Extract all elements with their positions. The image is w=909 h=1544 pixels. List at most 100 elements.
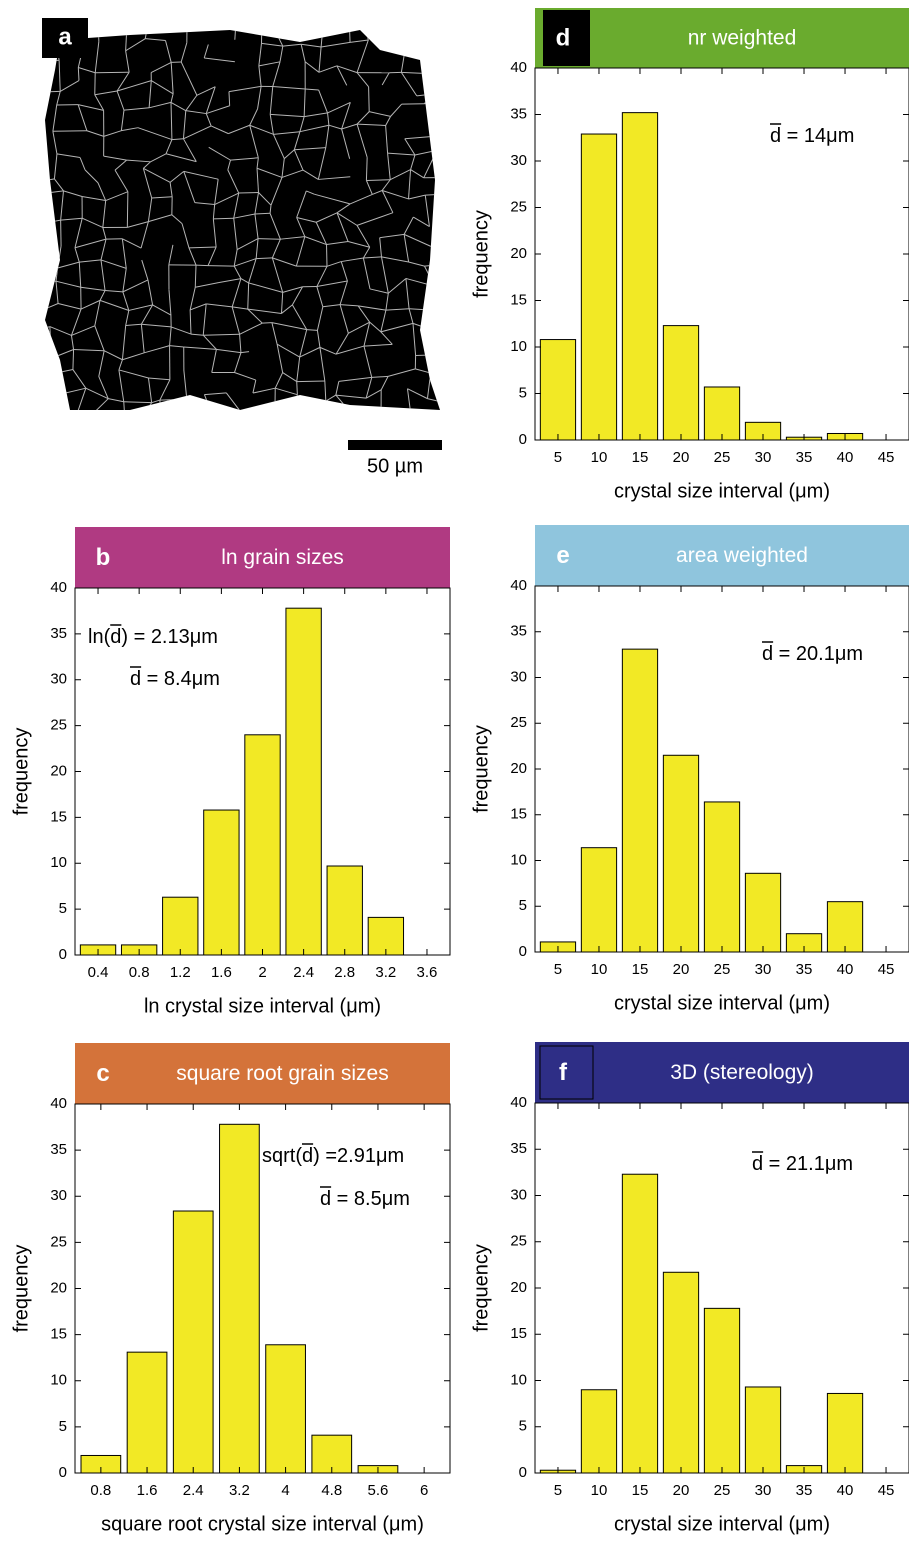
grain-edge (457, 315, 459, 333)
x-tick-label: 35 (796, 961, 813, 978)
x-tick-label: 45 (878, 1482, 895, 1499)
grain-edge (262, 323, 272, 324)
grain-edge (297, 382, 298, 395)
y-tick-label: 20 (510, 760, 527, 777)
grain-edge (315, 401, 325, 418)
scale-bar-label: 50 µm (367, 455, 423, 477)
grain-edge (30, 117, 39, 135)
grain-edge (428, 328, 458, 332)
grain-edge (453, 191, 468, 194)
grain-edge (29, 262, 34, 281)
y-tick-label: 20 (50, 762, 67, 779)
grain-edge (160, 412, 165, 445)
grain-edge (424, 94, 433, 104)
annotation-post: = 8.4μm (141, 668, 220, 690)
grain-edge (297, 381, 325, 382)
grain-edge (406, 42, 435, 50)
y-tick-label: 40 (50, 579, 67, 596)
grain-edge (148, 18, 172, 24)
bar (581, 1390, 616, 1473)
panel-label: a (58, 23, 72, 50)
panel-label: e (556, 542, 569, 569)
grain-edge (412, 421, 438, 422)
annotation-pre: ln( (88, 626, 111, 648)
annotation-post: = 14μm (781, 125, 854, 147)
panel-label: b (96, 544, 111, 571)
x-tick-label: 4 (281, 1482, 289, 1499)
annotation-post: = 8.5μm (331, 1188, 410, 1210)
grain-edge (315, 418, 316, 432)
grain-edge (208, 266, 234, 267)
grain-edge (454, 62, 471, 69)
grain-edge (229, 92, 230, 106)
grain-edge (37, 356, 52, 359)
bar (622, 1174, 657, 1473)
grain-edge (29, 281, 41, 311)
x-tick-label: 20 (673, 961, 690, 978)
grain-edge (437, 150, 456, 153)
grain-edge (496, 338, 503, 344)
y-tick-label: 35 (510, 105, 527, 122)
grain-edge (474, 313, 477, 324)
x-axis-title: ln crystal size interval (μm) (144, 995, 381, 1017)
annotation: d = 20.1μm (762, 643, 863, 665)
grain-edge (468, 172, 471, 191)
bar (663, 326, 698, 440)
x-tick-label: 4.8 (321, 1482, 342, 1499)
y-tick-label: 15 (510, 806, 527, 823)
bar (127, 1352, 167, 1473)
bar (745, 873, 780, 952)
panel-label: f (559, 1059, 568, 1086)
grain-edge (214, 15, 236, 22)
x-tick-label: 1.2 (170, 964, 191, 981)
x-tick-label: 35 (796, 1482, 813, 1499)
grain-edge (430, 286, 435, 310)
y-tick-label: 5 (59, 900, 67, 917)
x-tick-label: 45 (878, 961, 895, 978)
y-axis-title: frequency (470, 1244, 492, 1332)
grain-edge (187, 421, 193, 441)
grain-edge (471, 344, 496, 355)
panel-label: d (556, 24, 571, 51)
bar (663, 755, 698, 952)
grain-edge (478, 376, 481, 397)
grain-edge (455, 212, 458, 247)
page: {"panel_a": {"label": "a", "scale_bar_la… (0, 0, 909, 1544)
bar (704, 802, 739, 952)
grain-edge (347, 412, 350, 441)
annotation-over: d (320, 1188, 331, 1210)
grain-edge (449, 172, 471, 178)
x-tick-label: 20 (673, 449, 690, 466)
grain-edge (456, 357, 457, 378)
grain-edge (471, 62, 492, 67)
grain-edge (446, 102, 452, 138)
grain-edge (315, 412, 350, 418)
grain-edge (446, 102, 476, 117)
grain-edge (471, 62, 477, 83)
grain-edge (33, 327, 49, 332)
grain-edge (30, 135, 32, 153)
y-tick-label: 10 (510, 338, 527, 355)
x-tick-label: 25 (714, 449, 731, 466)
bar (286, 608, 321, 955)
grain-edge (95, 72, 129, 73)
grain-edge (456, 149, 473, 153)
grain-edge (447, 43, 468, 50)
x-tick-label: 1.6 (137, 1482, 158, 1499)
grain-edge (491, 37, 492, 67)
x-tick-label: 15 (632, 961, 649, 978)
annotation-post: ) =2.91μm (313, 1145, 404, 1167)
grain-edge (489, 416, 491, 441)
x-tick-label: 40 (837, 961, 854, 978)
grain-edge (236, 21, 262, 26)
annotation-post: ) = 2.13μm (121, 626, 218, 648)
x-tick-label: 40 (837, 449, 854, 466)
x-tick-label: 5 (554, 1482, 562, 1499)
grain-edge (251, 413, 275, 416)
grain-edge (474, 310, 504, 313)
x-tick-label: 30 (755, 1482, 772, 1499)
grain-edge (431, 373, 458, 378)
bar (220, 1124, 260, 1473)
annotation: ln(d) = 2.13μm (88, 626, 218, 648)
y-tick-label: 25 (50, 1233, 67, 1250)
